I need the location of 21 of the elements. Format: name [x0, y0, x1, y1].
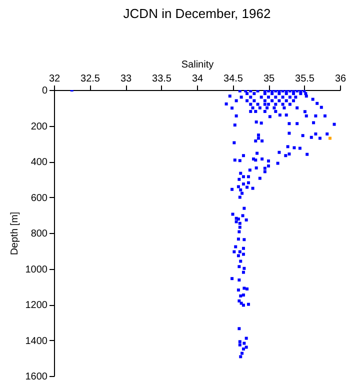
x-tick-label: 35 [263, 74, 275, 84]
x-axis-title: Salinity [181, 60, 214, 70]
x-tick-label: 33 [120, 74, 132, 84]
chart-title: JCDN in December, 1962 [123, 6, 271, 21]
y-axis-title: Depth [m] [9, 212, 20, 256]
y-tick-label: 1400 [25, 336, 48, 347]
x-tick-label: 34.5 [224, 74, 244, 84]
x-tick-label: 32 [48, 74, 60, 84]
x-tick-label: 35.5 [295, 74, 315, 84]
y-tick-label: 400 [30, 157, 48, 168]
x-tick-label: 32.5 [80, 74, 100, 84]
x-tick-label: 33.5 [152, 74, 172, 84]
x-tick-label: 34 [192, 74, 204, 84]
y-tick-label: 600 [30, 192, 48, 204]
y-tick-label: 200 [30, 121, 48, 132]
y-tick-label: 1600 [25, 372, 48, 382]
x-tick-label: 36 [334, 74, 346, 84]
y-tick-label: 1000 [25, 264, 48, 276]
y-tick-label: 0 [42, 86, 48, 96]
y-tick-label: 1200 [25, 300, 48, 311]
y-tick-label: 800 [30, 228, 48, 240]
